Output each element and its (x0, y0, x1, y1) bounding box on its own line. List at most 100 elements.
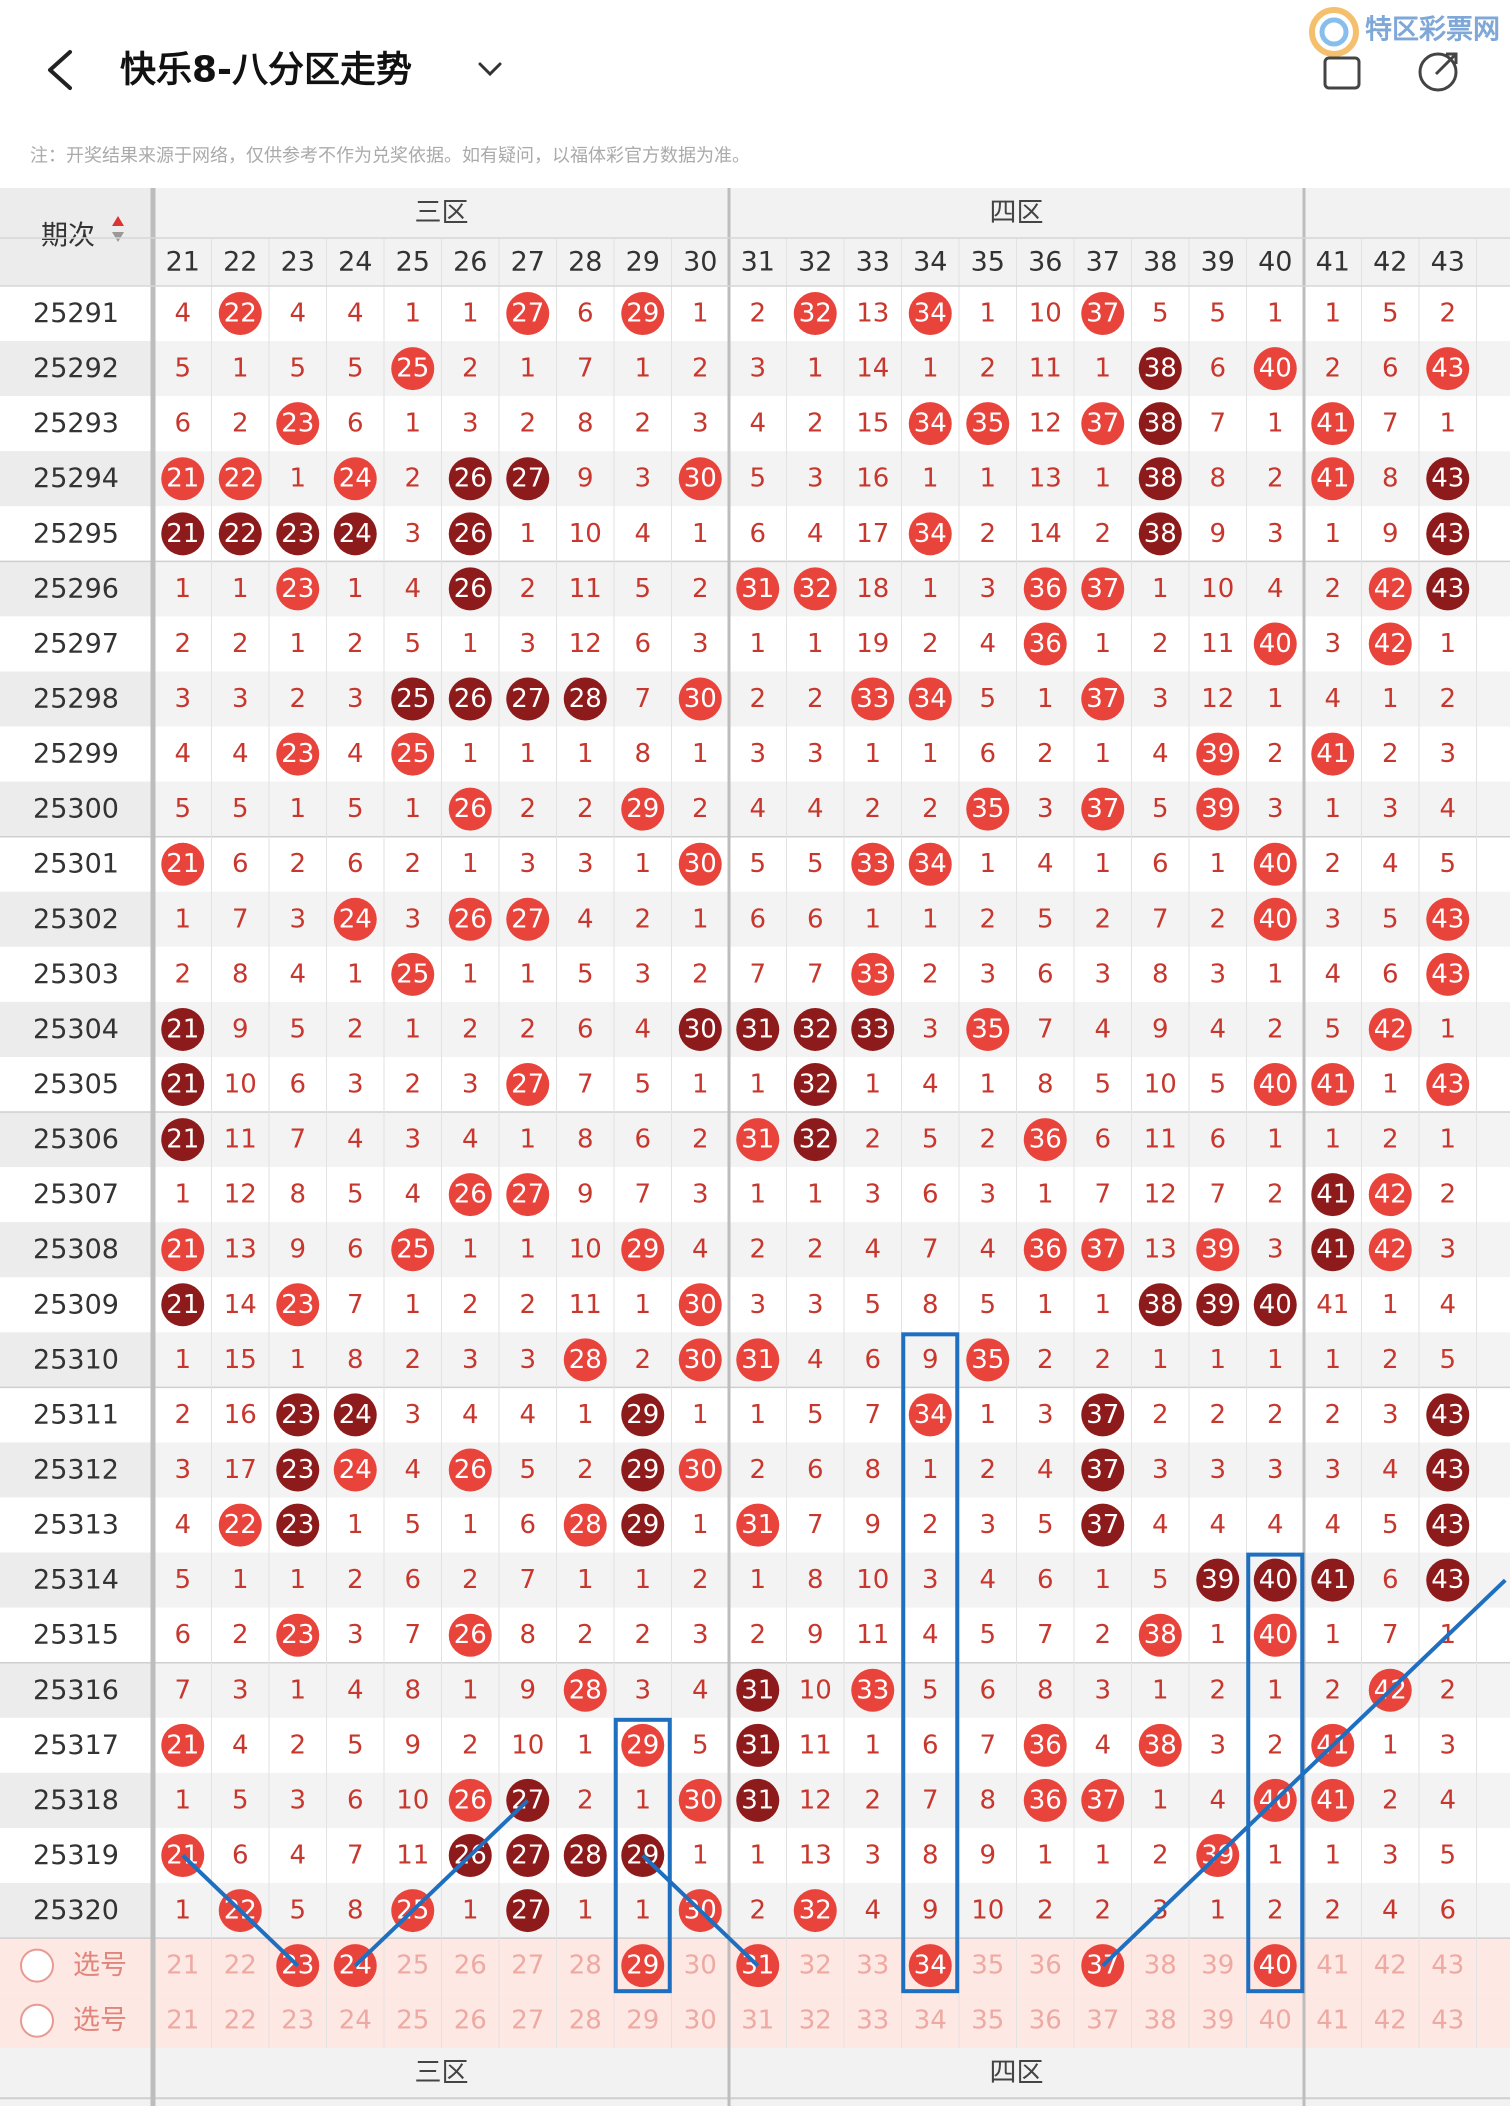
omission-number: 8 (1209, 464, 1226, 494)
omission-number: 7 (1037, 1620, 1054, 1650)
ball (1253, 1944, 1297, 1988)
ball-number: 22 (224, 464, 257, 494)
ball (736, 1007, 780, 1051)
ball-number: 43 (1431, 1400, 1464, 1430)
footer-band (0, 2048, 1510, 2106)
ball (1426, 952, 1470, 996)
ball (1253, 622, 1297, 666)
omission-number: 9 (577, 1180, 594, 1210)
omission-number: 12 (799, 1785, 832, 1815)
ball-number: 29 (626, 299, 659, 329)
ball-number: 38 (1144, 1620, 1177, 1650)
omission-number: 12 (1144, 1180, 1177, 1210)
select-radio[interactable] (20, 2003, 54, 2038)
ball (1253, 897, 1297, 941)
page-title: 快乐8-八分区走势 (120, 50, 412, 91)
ball (1081, 1448, 1125, 1492)
share-icon[interactable] (1418, 52, 1458, 92)
omission-number: 12 (1201, 684, 1234, 714)
omission-number: 2 (347, 1565, 364, 1595)
ball (966, 1338, 1010, 1382)
ball (506, 1063, 550, 1107)
omission-number: 1 (174, 574, 191, 604)
ball (506, 292, 550, 336)
omission-number: 5 (979, 1620, 996, 1650)
ball-number: 42 (1374, 1180, 1407, 1210)
issue-header: 期次 (41, 221, 95, 252)
omission-number: 2 (232, 629, 249, 659)
omission-number: 8 (577, 1125, 594, 1155)
omission-number: 7 (749, 959, 766, 989)
column-number: 24 (338, 247, 372, 278)
ball (1426, 347, 1470, 391)
select-number: 42 (1374, 1951, 1407, 1981)
omission-number: 9 (232, 1014, 249, 1044)
ball (1426, 1448, 1470, 1492)
issue-number: 25308 (33, 1234, 119, 1265)
ball-number: 43 (1431, 354, 1464, 384)
dropdown-arrow[interactable] (478, 62, 502, 77)
row-background (0, 781, 1510, 837)
ball (1253, 842, 1297, 886)
omission-number: 2 (1209, 1400, 1226, 1430)
omission-number: 6 (577, 299, 594, 329)
omission-number: 6 (577, 1014, 594, 1044)
ball-number: 43 (1431, 464, 1464, 494)
omission-number: 4 (1267, 574, 1284, 604)
ball (851, 1007, 895, 1051)
ball (448, 677, 492, 721)
omission-number: 3 (404, 1125, 421, 1155)
select-number: 41 (1316, 2006, 1349, 2036)
ball (793, 1063, 837, 1107)
omission-number: 2 (1439, 684, 1456, 714)
select-radio[interactable] (20, 1948, 54, 1983)
omission-number: 7 (864, 1400, 881, 1430)
ball-number: 27 (511, 1840, 544, 1870)
column-number: 39 (1201, 247, 1235, 278)
ball-number: 32 (799, 1125, 832, 1155)
issue-number: 25300 (33, 794, 119, 825)
omission-number: 1 (979, 849, 996, 879)
omission-number: 7 (1382, 1620, 1399, 1650)
ball-number: 26 (454, 1620, 487, 1650)
omission-number: 1 (922, 464, 939, 494)
ball-number: 30 (684, 1455, 717, 1485)
screen-icon[interactable] (1323, 56, 1361, 90)
omission-number: 2 (347, 1014, 364, 1044)
omission-number: 6 (922, 1730, 939, 1760)
ball (621, 1503, 665, 1547)
select-label: 选号 (73, 1950, 127, 1981)
omission-number: 1 (922, 739, 939, 769)
select-number: 33 (856, 2006, 889, 2036)
omission-number: 1 (692, 1510, 709, 1540)
select-number: 28 (569, 1951, 602, 1981)
ball-number: 25 (396, 354, 429, 384)
omission-number: 5 (634, 1070, 651, 1100)
omission-number: 1 (1382, 1290, 1399, 1320)
ball (1081, 1228, 1125, 1272)
omission-number: 4 (807, 519, 824, 549)
omission-number: 10 (569, 519, 602, 549)
omission-number: 8 (864, 1455, 881, 1485)
ball-number: 37 (1086, 1785, 1119, 1815)
omission-number: 1 (1094, 1565, 1111, 1595)
omission-number: 5 (577, 959, 594, 989)
ball (966, 787, 1010, 831)
ball-number: 21 (166, 464, 199, 494)
issue-number: 25293 (33, 408, 119, 439)
ball-number: 27 (511, 299, 544, 329)
ball (1138, 1283, 1182, 1327)
omission-number: 2 (174, 1400, 191, 1430)
omission-number: 8 (232, 959, 249, 989)
omission-number: 10 (569, 1235, 602, 1265)
ball-number: 31 (741, 574, 774, 604)
omission-number: 9 (577, 464, 594, 494)
ball-number: 40 (1259, 849, 1292, 879)
ball (276, 1283, 320, 1327)
row-label-bg (0, 1112, 152, 1168)
omission-number: 2 (692, 959, 709, 989)
back-button[interactable] (48, 50, 72, 90)
ball-number: 24 (339, 1400, 372, 1430)
ball-number: 24 (339, 464, 372, 494)
ball (621, 1448, 665, 1492)
